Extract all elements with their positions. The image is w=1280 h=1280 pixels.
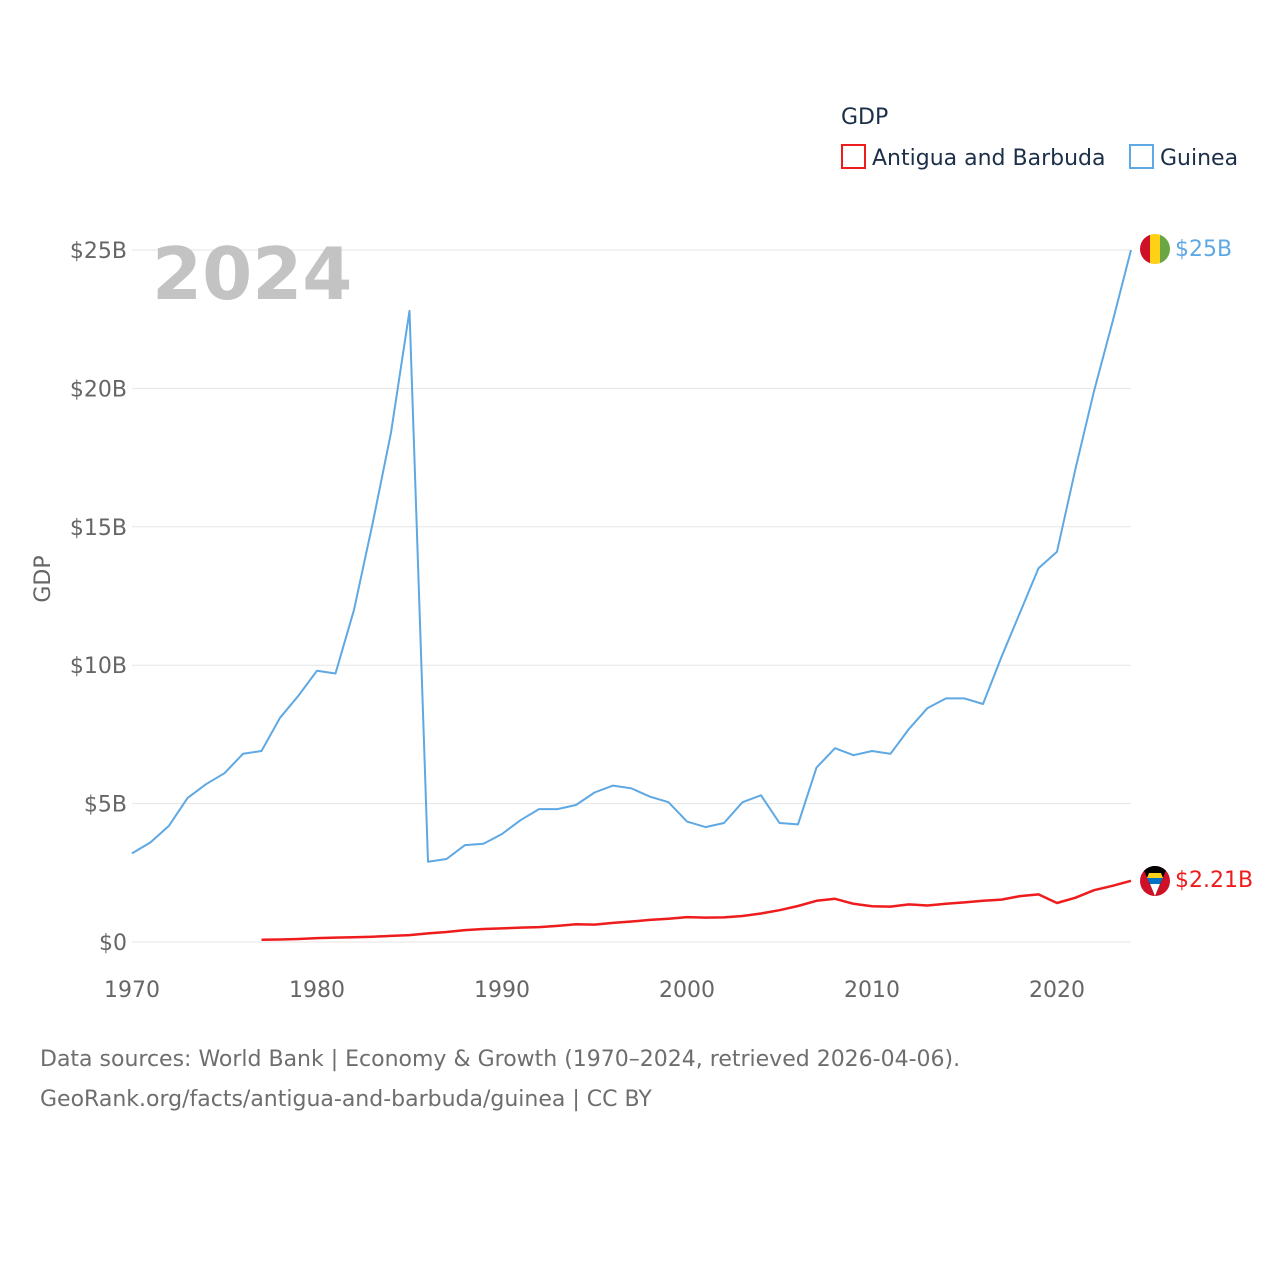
y-axis-title: GDP xyxy=(31,555,56,602)
end-label-antigua-and-barbuda: $2.21B xyxy=(1175,868,1253,893)
x-tick-label: 2020 xyxy=(1029,978,1085,1003)
y-tick-label: $20B xyxy=(70,377,127,402)
x-axis-ticks: 1970 1980 1990 2000 2010 2020 xyxy=(104,978,1085,1003)
x-tick-label: 1970 xyxy=(104,978,160,1003)
y-tick-label: $0 xyxy=(99,931,127,956)
legend-label-guinea[interactable]: Guinea xyxy=(1160,146,1238,171)
series-line-guinea[interactable] xyxy=(131,249,1132,863)
year-label: 2024 xyxy=(152,232,352,316)
series-line-antigua-and-barbuda[interactable] xyxy=(261,879,1132,942)
guinea-flag-icon xyxy=(1140,234,1170,264)
legend-swatch-antigua-and-barbuda[interactable] xyxy=(841,144,866,169)
end-label-guinea: $25B xyxy=(1175,237,1232,262)
legend-swatch-guinea[interactable] xyxy=(1129,144,1154,169)
x-tick-label: 1990 xyxy=(474,978,530,1003)
x-tick-label: 2010 xyxy=(844,978,900,1003)
y-tick-label: $5B xyxy=(84,793,127,818)
y-tick-label: $10B xyxy=(70,654,127,679)
legend-title: GDP xyxy=(841,105,888,130)
footer-sources: Data sources: World Bank | Economy & Gro… xyxy=(40,1047,961,1072)
legend-label-antigua-and-barbuda[interactable]: Antigua and Barbuda xyxy=(872,146,1105,171)
footer-link[interactable]: GeoRank.org/facts/antigua-and-barbuda/gu… xyxy=(40,1087,652,1112)
gdp-line-chart: $0 $5B $10B $15B $20B $25B 1970 1980 1990 2000 20… xyxy=(31,105,1253,1003)
y-tick-label: $25B xyxy=(70,239,127,264)
x-tick-label: 1980 xyxy=(289,978,345,1003)
y-axis-ticks: $0 $5B $10B $15B $20B $25B xyxy=(70,239,127,956)
legend: GDP Antigua and Barbuda Guinea xyxy=(841,105,1238,171)
x-tick-label: 2000 xyxy=(659,978,715,1003)
series-lines xyxy=(131,249,1132,942)
antigua-and-barbuda-flag-icon xyxy=(1140,866,1170,896)
gridlines xyxy=(132,249,1131,943)
y-tick-label: $15B xyxy=(70,516,127,541)
footer: Data sources: World Bank | Economy & Gro… xyxy=(40,1040,1240,1120)
